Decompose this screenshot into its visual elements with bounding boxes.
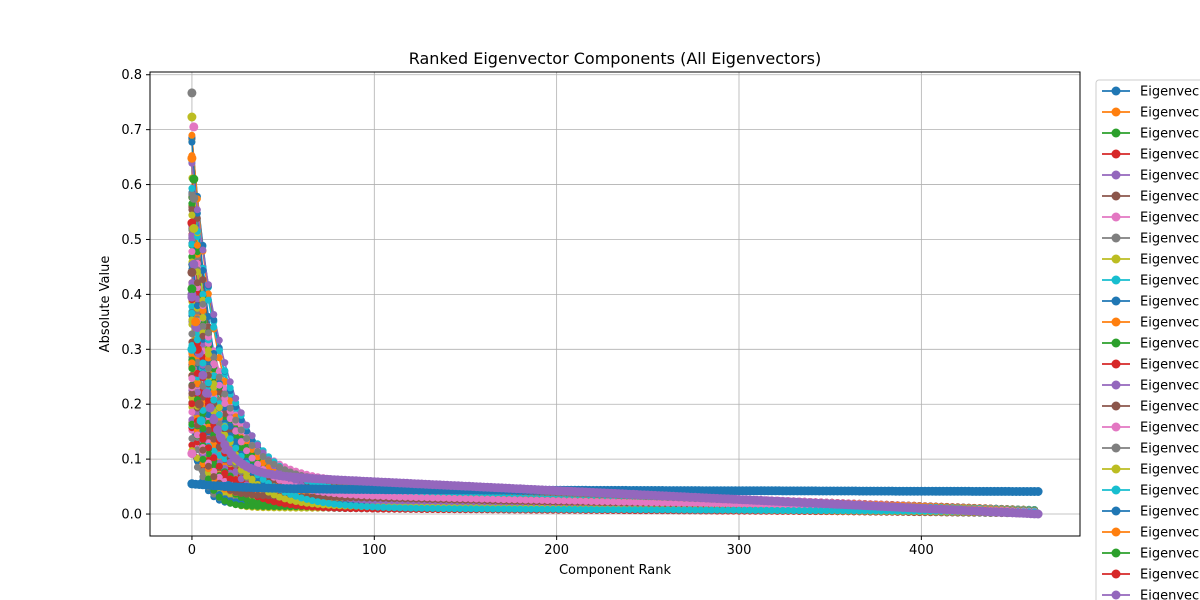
series-101-line [191, 155, 1039, 511]
series-100-line [191, 193, 1039, 514]
series-34-line [191, 236, 1039, 512]
series-117-line [191, 228, 1039, 514]
series-24-point [193, 409, 201, 417]
series-70-line [191, 192, 1039, 513]
series-points [187, 88, 1043, 519]
series-2-line [191, 226, 1039, 514]
series-33-line [191, 234, 1039, 514]
series-81-line [191, 135, 1039, 515]
series-1-line [191, 235, 1039, 511]
series-94-line [191, 235, 1039, 515]
series-116-line [191, 222, 1039, 512]
series-32-line [191, 237, 1039, 511]
series-9-line [191, 138, 1039, 514]
series-108-line [191, 141, 1039, 513]
series-72-line [191, 203, 1039, 511]
series-29-line [191, 225, 1039, 511]
series-57-line [191, 238, 1039, 512]
series-3-line [191, 197, 1039, 514]
series-74-line [191, 238, 1039, 513]
series-64-line [191, 227, 1039, 512]
series-73-line [191, 196, 1039, 514]
series-118-line [191, 215, 1039, 514]
series-89-line [191, 244, 1039, 515]
series-51-line [191, 264, 1039, 511]
series-22-line [191, 245, 1039, 512]
series-75-line [191, 139, 1039, 512]
series-110-line [191, 142, 1039, 512]
series-56-line [191, 222, 1039, 513]
series-17-line [191, 194, 1039, 512]
grid [150, 72, 1080, 536]
series-13-line [191, 228, 1039, 514]
series-99-line [191, 162, 1039, 511]
series-80-line [191, 137, 1039, 512]
series-105-line [191, 209, 1039, 513]
series-83-line [191, 160, 1039, 512]
series-41-line [191, 205, 1039, 514]
series-78-line [191, 177, 1039, 515]
series-0-line [191, 243, 1039, 511]
series-47-line [191, 230, 1039, 515]
series-59-line [191, 159, 1039, 512]
series-65-line [191, 207, 1039, 515]
series-54-line [191, 137, 1039, 514]
series-82-line [191, 197, 1039, 513]
series-21-line [191, 160, 1039, 512]
series-86-line [191, 251, 1039, 512]
series-107-line [191, 193, 1039, 512]
series-48-line [191, 205, 1039, 513]
series-114-line [191, 163, 1039, 514]
series-lines [191, 135, 1039, 515]
